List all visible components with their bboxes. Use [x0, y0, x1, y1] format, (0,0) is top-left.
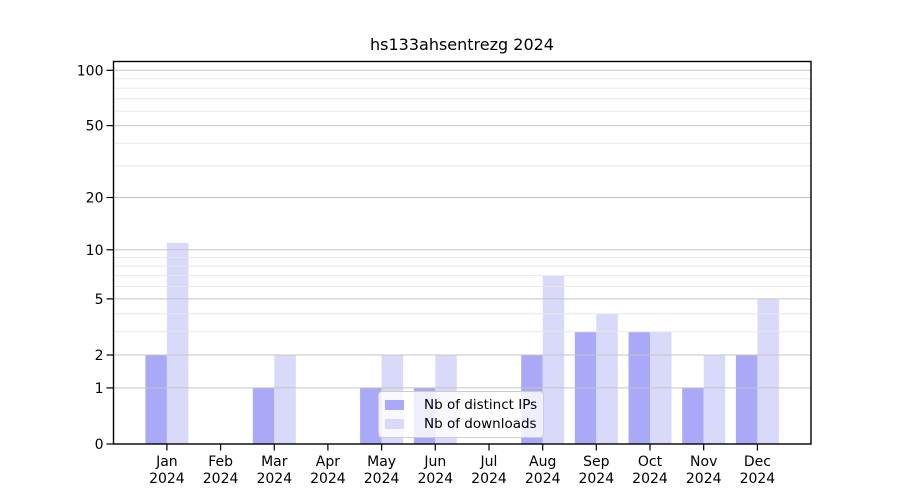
legend-label-downloads: Nb of downloads: [424, 415, 537, 432]
x-tick-label: Jun: [423, 454, 446, 470]
x-tick-label-year: 2024: [686, 471, 722, 487]
x-tick-label-year: 2024: [740, 471, 776, 487]
x-tick-label-year: 2024: [364, 471, 400, 487]
y-tick-label: 5: [95, 292, 104, 308]
bar-ips-may: [360, 387, 382, 444]
y-tick-label: 0: [95, 437, 104, 453]
y-tick-label: 1: [95, 381, 104, 397]
x-tick-label-year: 2024: [471, 471, 507, 487]
x-tick-label-year: 2024: [632, 471, 668, 487]
legend-swatch-downloads: [385, 418, 404, 429]
plot-border: [112, 60, 812, 445]
bar-ips-dec: [735, 355, 758, 444]
x-tick-label: Mar: [261, 454, 288, 470]
bar-downloads-mar: [274, 355, 296, 444]
y-tick-label: 10: [86, 243, 104, 259]
x-tick-label-year: 2024: [203, 471, 239, 487]
bar-downloads-sep: [596, 313, 618, 444]
x-tick-label: Dec: [744, 454, 771, 470]
bar-downloads-nov: [703, 355, 726, 444]
x-tick-label-year: 2024: [149, 471, 185, 487]
y-tick-label: 2: [95, 348, 104, 364]
legend: Nb of distinct IPs Nb of downloads: [378, 391, 544, 438]
x-tick-label-year: 2024: [310, 471, 346, 487]
x-tick-label-year: 2024: [525, 471, 561, 487]
bar-ips-nov: [682, 387, 704, 444]
x-tick-label: Jul: [480, 454, 498, 470]
bar-ips-mar: [252, 387, 275, 444]
x-tick-label: Jan: [155, 454, 178, 470]
bar-downloads-jan: [166, 242, 189, 444]
bar-downloads-aug: [542, 275, 565, 444]
legend-swatch-distinct-ips: [385, 400, 404, 411]
y-tick-label: 100: [77, 63, 104, 79]
x-tick-label: Apr: [316, 454, 340, 470]
legend-item-downloads: Nb of downloads: [385, 415, 537, 432]
x-tick-label-year: 2024: [578, 471, 614, 487]
x-tick-label: Feb: [208, 454, 233, 470]
x-tick-label: Sep: [583, 454, 610, 470]
x-tick-label-year: 2024: [417, 471, 453, 487]
bar-downloads-dec: [757, 298, 779, 444]
bar-ips-jan: [145, 355, 167, 444]
legend-label-distinct-ips: Nb of distinct IPs: [424, 397, 538, 414]
x-tick-label: Aug: [529, 454, 556, 470]
legend-item-distinct-ips: Nb of distinct IPs: [385, 397, 538, 414]
chart-title: hs133ahsentrezg 2024: [370, 35, 554, 54]
x-tick-label: Nov: [690, 454, 717, 470]
x-tick-label: May: [367, 454, 396, 470]
y-tick-label: 50: [86, 119, 104, 135]
y-tick-label: 20: [86, 191, 104, 207]
x-tick-label: Oct: [638, 454, 663, 470]
x-tick-label-year: 2024: [256, 471, 292, 487]
